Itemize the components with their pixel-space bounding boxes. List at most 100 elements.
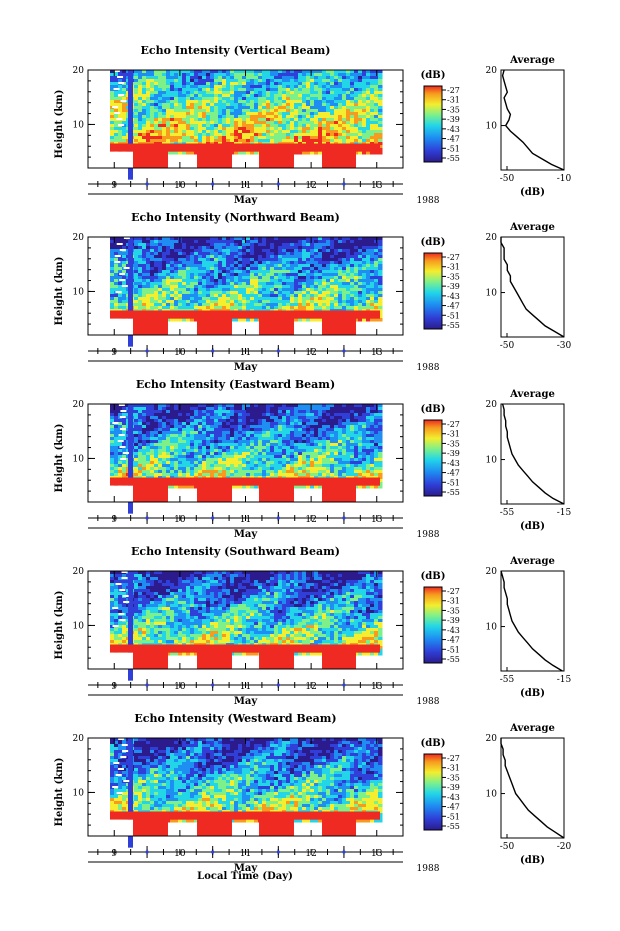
heatmap-cell — [378, 294, 383, 298]
heatmap-cell — [334, 240, 339, 244]
heatmap-cell — [110, 306, 115, 310]
heatmap-cell — [150, 276, 155, 280]
heatmap-cell — [214, 246, 219, 250]
heatmap-cell — [258, 288, 263, 292]
heatmap-cell — [266, 246, 271, 250]
heatmap-cell — [194, 264, 199, 268]
heatmap-cell — [318, 273, 323, 277]
heatmap-cell — [198, 440, 203, 444]
heatmap-cell — [158, 446, 163, 450]
heatmap-cell — [162, 407, 167, 411]
heatmap-cell — [274, 288, 279, 292]
heatmap-cell — [226, 118, 231, 122]
heatmap-cell — [314, 237, 319, 241]
heatmap-cell — [218, 446, 223, 450]
heatmap-cell — [258, 103, 263, 107]
heatmap-cell — [114, 273, 119, 277]
heatmap-cell — [346, 73, 351, 77]
heatmap-cell — [142, 106, 147, 110]
heatmap-cell — [270, 294, 275, 298]
heatmap-cell — [374, 270, 379, 274]
heatmap-cell — [178, 473, 183, 477]
heatmap-cell — [238, 246, 243, 250]
heatmap-cell — [370, 124, 375, 128]
heatmap-cell — [282, 303, 287, 307]
heatmap-cell — [318, 121, 323, 125]
heatmap-cell — [318, 109, 323, 113]
colorbar-tick-label: -39 — [447, 115, 460, 124]
heatmap-cell — [110, 310, 380, 319]
heatmap-cell — [262, 261, 267, 265]
heatmap-cell — [218, 419, 223, 423]
heatmap-cell — [110, 73, 115, 77]
heatmap-cell — [226, 115, 231, 119]
heatmap-cell — [234, 297, 239, 301]
heatmap-cell — [206, 267, 211, 271]
heatmap-cell — [117, 76, 124, 78]
heatmap-cell — [154, 467, 159, 471]
heatmap-cell — [166, 106, 171, 110]
heatmap-cell — [342, 121, 347, 125]
heatmap-cell — [114, 258, 119, 262]
heatmap-cell — [218, 270, 223, 274]
heatmap-cell — [246, 303, 251, 307]
heatmap-cell — [210, 118, 215, 122]
heatmap-cell — [282, 139, 287, 143]
heatmap-cell — [118, 264, 123, 268]
heatmap-cell — [182, 449, 187, 453]
heatmap-cell — [174, 440, 179, 444]
heatmap-cell — [174, 473, 179, 477]
heatmap-cell — [234, 91, 239, 95]
heatmap-cell — [362, 270, 367, 274]
heatmap-cell — [286, 294, 291, 298]
heatmap-cell — [194, 458, 199, 462]
heatmap-cell — [326, 282, 331, 286]
heatmap-cell — [234, 428, 239, 432]
heatmap-cell — [198, 407, 203, 411]
heatmap-cell — [222, 279, 227, 283]
heatmap-cell — [158, 127, 163, 131]
heatmap-cell — [318, 270, 323, 274]
heatmap-cell — [178, 255, 183, 259]
heatmap-cell — [270, 100, 275, 104]
heatmap-cell — [146, 118, 151, 122]
heatmap-cell — [190, 318, 195, 322]
heatmap-cell — [234, 258, 239, 262]
heatmap-cell — [214, 458, 219, 462]
heatmap-cell — [142, 300, 147, 304]
heatmap-cell — [318, 118, 323, 122]
heatmap-cell — [314, 297, 319, 301]
heatmap-cell — [190, 252, 195, 256]
heatmap-cell — [250, 100, 255, 104]
heatmap-cell — [142, 410, 147, 414]
heatmap-cell — [378, 82, 383, 86]
heatmap-cell — [178, 437, 183, 441]
heatmap-cell — [338, 249, 343, 253]
heatmap-cell — [110, 115, 115, 119]
heatmap-cell — [186, 407, 191, 411]
heatmap-cell — [302, 267, 307, 271]
heatmap-cell — [266, 303, 271, 307]
heatmap-cell — [374, 261, 379, 265]
heatmap-cell — [234, 124, 239, 128]
heatmap-cell — [362, 100, 367, 104]
heatmap-cell — [318, 252, 323, 256]
heatmap-cell — [266, 264, 271, 268]
heatmap-cell — [346, 303, 351, 307]
heatmap-cell — [206, 112, 211, 116]
heatmap-cell — [150, 73, 155, 77]
heatmap-cell — [118, 240, 123, 244]
heatmap-cell — [190, 139, 195, 143]
heatmap-cell — [166, 70, 171, 74]
heatmap-cell — [158, 431, 163, 435]
heatmap-cell — [222, 291, 227, 295]
heatmap-cell — [286, 279, 291, 283]
time-marker — [145, 349, 149, 353]
heatmap-cell — [110, 124, 115, 128]
heatmap-cell — [134, 88, 139, 92]
heatmap-cell — [230, 407, 235, 411]
heatmap-cell — [222, 294, 227, 298]
heatmap-cell — [170, 464, 175, 468]
heatmap-cell — [246, 300, 251, 304]
heatmap-cell — [294, 112, 299, 116]
